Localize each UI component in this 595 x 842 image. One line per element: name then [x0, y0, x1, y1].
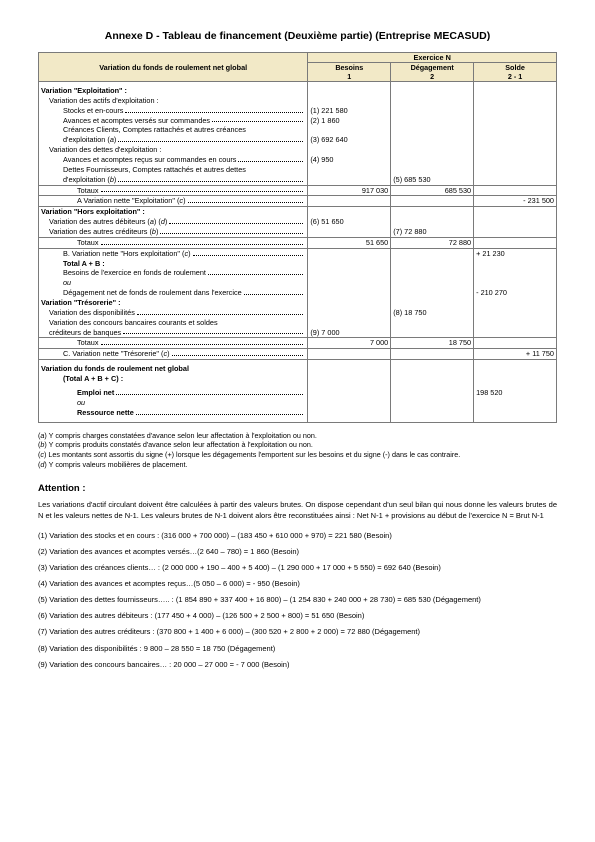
cell-solde: [474, 82, 557, 186]
body-row: Totaux 7 000 18 750: [39, 338, 557, 349]
header-row-1: Variation du fonds de roulement net glob…: [39, 53, 557, 63]
attention-title: Attention :: [38, 483, 557, 494]
header-degagement: Dégagement2: [391, 63, 474, 82]
calculations: (1) Variation des stocks et en cours : (…: [38, 531, 557, 670]
calc-line: (4) Variation des avances et acomptes re…: [38, 579, 557, 589]
calc-line: (3) Variation des créances clients… : (2…: [38, 563, 557, 573]
body-row: Totaux 51 650 72 880: [39, 237, 557, 248]
cell-degagement: (5) 685 530: [391, 82, 474, 186]
document-title: Annexe D - Tableau de financement (Deuxi…: [38, 30, 557, 42]
calc-line: (1) Variation des stocks et en cours : (…: [38, 531, 557, 541]
body-row: Totaux 917 030 685 530: [39, 185, 557, 196]
header-label: Variation du fonds de roulement net glob…: [39, 53, 308, 82]
body-row: Variation "Exploitation" : Variation des…: [39, 82, 557, 186]
footnotes: (a) Y compris charges constatées d'avanc…: [38, 431, 557, 470]
cell-label: Variation "Exploitation" : Variation des…: [39, 82, 308, 186]
calc-line: (6) Variation des autres débiteurs : (17…: [38, 611, 557, 621]
calc-line: (7) Variation des autres créditeurs : (3…: [38, 627, 557, 637]
calc-line: (5) Variation des dettes fournisseurs…..…: [38, 595, 557, 605]
body-row: Variation "Hors exploitation" : Variatio…: [39, 207, 557, 238]
body-row: A Variation nette "Exploitation" (c) - 2…: [39, 196, 557, 207]
calc-line: (8) Variation des disponibilités : 9 800…: [38, 644, 557, 654]
cell-besoins: (1) 221 580 (2) 1 860 (3) 692 640 (4) 95…: [308, 82, 391, 186]
header-exercice: Exercice N: [308, 53, 557, 63]
calc-line: (2) Variation des avances et acomptes ve…: [38, 547, 557, 557]
body-row: B. Variation nette "Hors exploitation" (…: [39, 248, 557, 338]
body-row: C. Variation nette "Trésorerie" (c) + 11…: [39, 349, 557, 360]
header-besoins: Besoins1: [308, 63, 391, 82]
header-solde: Solde2 - 1: [474, 63, 557, 82]
page: Annexe D - Tableau de financement (Deuxi…: [0, 0, 595, 706]
calc-line: (9) Variation des concours bancaires… : …: [38, 660, 557, 670]
attention-body: Les variations d'actif circulant doivent…: [38, 500, 557, 520]
body-row: Variation du fonds de roulement net glob…: [39, 360, 557, 422]
financing-table: Variation du fonds de roulement net glob…: [38, 52, 557, 423]
